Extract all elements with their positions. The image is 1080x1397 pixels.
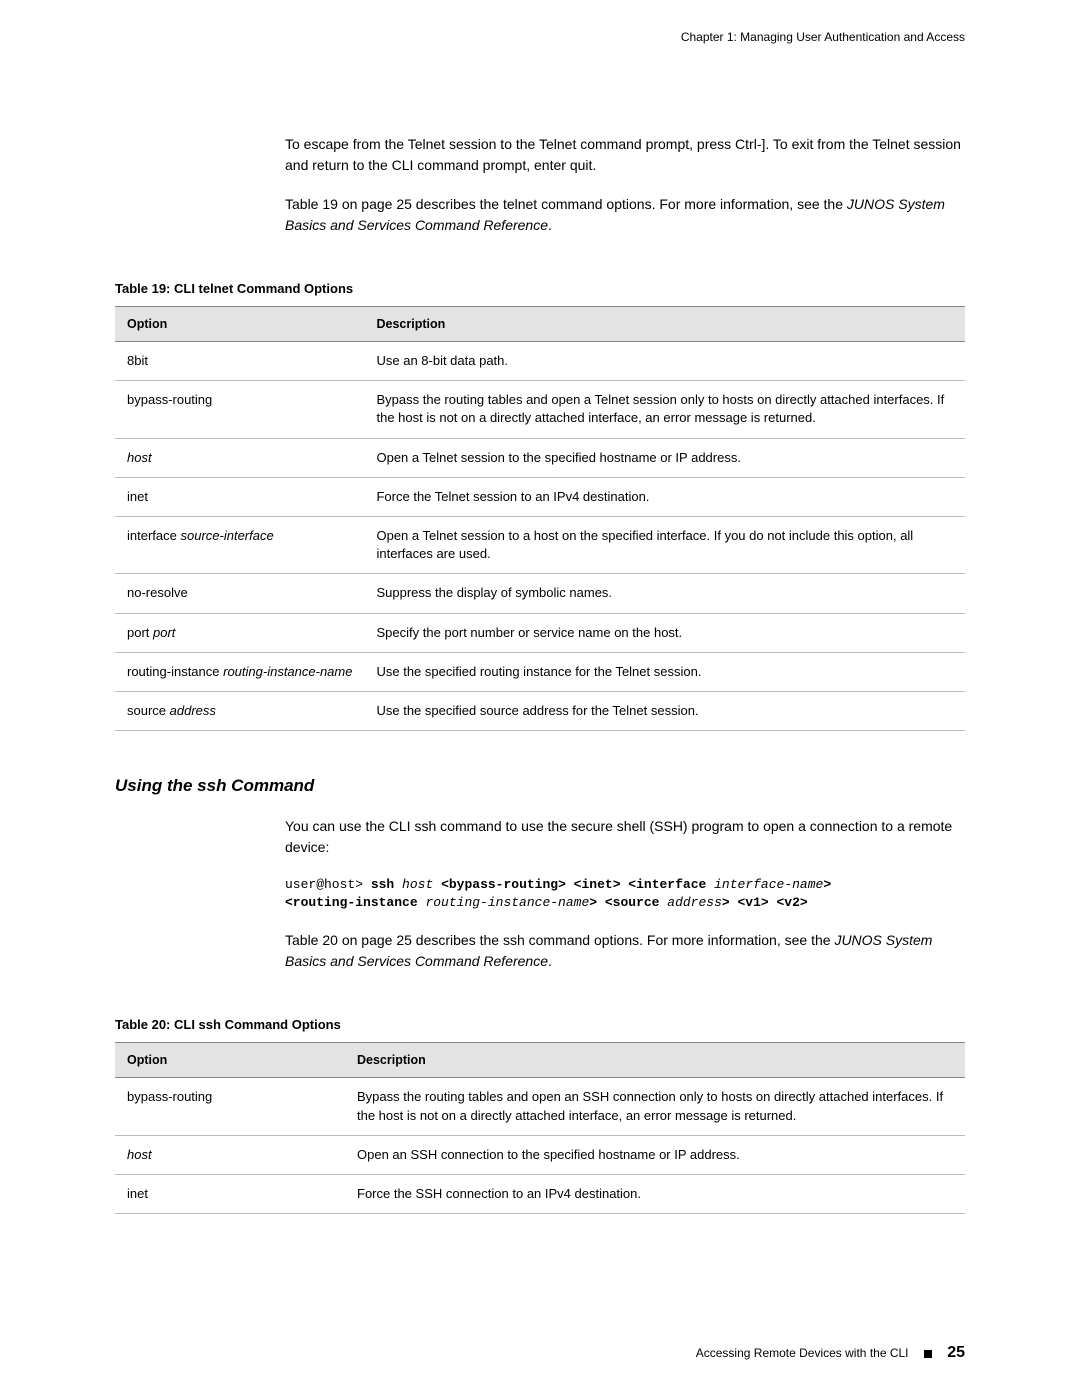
description-cell: Suppress the display of symbolic names. (364, 574, 965, 613)
option-cell: routing-instance routing-instance-name (115, 652, 364, 691)
ssh-cmd: ssh (414, 818, 436, 834)
intro-paragraph-1: To escape from the Telnet session to the… (285, 134, 965, 176)
table-header-row: Option Description (115, 307, 965, 342)
option-arg: host (127, 450, 152, 465)
footer-square-icon (924, 1350, 932, 1358)
option-cell: bypass-routing (115, 381, 364, 438)
text: command options. For more information, s… (525, 932, 835, 948)
col-option: Option (115, 1043, 345, 1078)
table-row: host Open an SSH connection to the specif… (115, 1135, 965, 1174)
page-footer: Accessing Remote Devices with the CLI 25 (696, 1344, 965, 1362)
col-option: Option (115, 307, 364, 342)
option-name: 8bit (127, 353, 148, 368)
text: Table 20 on page 25 describes the (285, 932, 503, 948)
option-cell: inet (115, 477, 364, 516)
table-header-row: Option Description (115, 1043, 965, 1078)
option-cell: 8bit (115, 342, 364, 381)
option-name: routing-instance (127, 664, 223, 679)
table-19: Option Description 8bit Use an 8-bit data… (115, 306, 965, 731)
option-arg: port (153, 625, 175, 640)
text: . (592, 157, 596, 173)
option-cell: source address (115, 691, 364, 730)
table-row: 8bit Use an 8-bit data path. (115, 342, 965, 381)
code-arg: host (402, 877, 441, 892)
code-opts: > <v1> <v2> (722, 895, 808, 910)
code-arg: routing-instance-name (425, 895, 589, 910)
option-cell: inet (115, 1175, 345, 1214)
intro-paragraph-2: Table 19 on page 25 describes the telnet… (285, 194, 965, 236)
code-opts: <routing-instance (285, 895, 425, 910)
description-cell: Open an SSH connection to the specified … (345, 1135, 965, 1174)
ssh-code-block: user@host> ssh host <bypass-routing> <in… (285, 876, 965, 912)
table-row: routing-instance routing-instance-nameUs… (115, 652, 965, 691)
option-arg: source-interface (180, 528, 273, 543)
table-20-title: Table 20: CLI ssh Command Options (115, 1017, 965, 1032)
option-cell: host (115, 1135, 345, 1174)
table-row: interface source-interfaceOpen a Telnet … (115, 516, 965, 573)
ssh-cmd: ssh (503, 932, 525, 948)
text: . (548, 953, 552, 969)
description-cell: Force the SSH connection to an IPv4 dest… (345, 1175, 965, 1214)
text: You can use the CLI (285, 818, 414, 834)
option-cell: no-resolve (115, 574, 364, 613)
telnet-cmd: telnet (503, 196, 537, 212)
description-cell: Open a Telnet session to the specified h… (364, 438, 965, 477)
option-name: interface (127, 528, 180, 543)
description-cell: Use the specified routing instance for t… (364, 652, 965, 691)
description-cell: Open a Telnet session to a host on the s… (364, 516, 965, 573)
option-name: inet (127, 489, 148, 504)
description-cell: Bypass the routing tables and open an SS… (345, 1078, 965, 1135)
text: Table 19 on page 25 describes the (285, 196, 503, 212)
option-name: no-resolve (127, 585, 188, 600)
description-cell: Specify the port number or service name … (364, 613, 965, 652)
table-row: inet Force the Telnet session to an IPv4 … (115, 477, 965, 516)
table-row: host Open a Telnet session to the specifi… (115, 438, 965, 477)
table-row: source addressUse the specified source a… (115, 691, 965, 730)
option-name: inet (127, 1186, 148, 1201)
description-cell: Bypass the routing tables and open a Tel… (364, 381, 965, 438)
description-cell: Use an 8-bit data path. (364, 342, 965, 381)
text: command options. For more information, s… (537, 196, 847, 212)
ssh-paragraph-2: Table 20 on page 25 describes the ssh co… (285, 930, 965, 972)
table-19-title: Table 19: CLI telnet Command Options (115, 281, 965, 296)
option-name: port (127, 625, 153, 640)
table-row: inet Force the SSH connection to an IPv4 … (115, 1175, 965, 1214)
description-cell: Force the Telnet session to an IPv4 dest… (364, 477, 965, 516)
option-cell: bypass-routing (115, 1078, 345, 1135)
col-description: Description (345, 1043, 965, 1078)
ssh-section-title: Using the ssh Command (115, 776, 965, 796)
table-row: bypass-routing Bypass the routing tables … (115, 1078, 965, 1135)
col-description: Description (364, 307, 965, 342)
option-cell: port port (115, 613, 364, 652)
code-cmd: ssh (371, 877, 402, 892)
table-row: port portSpecify the port number or serv… (115, 613, 965, 652)
page-number: 25 (947, 1344, 965, 1361)
option-cell: host (115, 438, 364, 477)
table-row: no-resolve Suppress the display of symbol… (115, 574, 965, 613)
option-name: bypass-routing (127, 392, 212, 407)
code-prompt: user@host> (285, 877, 371, 892)
table-row: bypass-routing Bypass the routing tables … (115, 381, 965, 438)
quit-cmd: quit (570, 157, 593, 173)
code-opts: > <source (589, 895, 667, 910)
text: To escape from the Telnet session to the… (285, 136, 961, 173)
code-opts: <bypass-routing> <inet> <interface (441, 877, 714, 892)
option-arg: address (170, 703, 216, 718)
option-arg: routing-instance-name (223, 664, 352, 679)
option-name: source (127, 703, 170, 718)
option-name: bypass-routing (127, 1089, 212, 1104)
code-arg: address (667, 895, 722, 910)
ssh-paragraph-1: You can use the CLI ssh command to use t… (285, 816, 965, 858)
option-cell: interface source-interface (115, 516, 364, 573)
text: . (548, 217, 552, 233)
footer-text: Accessing Remote Devices with the CLI (696, 1346, 909, 1360)
description-cell: Use the specified source address for the… (364, 691, 965, 730)
code-arg: interface-name (714, 877, 823, 892)
page-header: Chapter 1: Managing User Authentication … (115, 30, 965, 44)
table-20: Option Description bypass-routing Bypass … (115, 1042, 965, 1214)
code-opts: > (823, 877, 831, 892)
option-arg: host (127, 1147, 152, 1162)
